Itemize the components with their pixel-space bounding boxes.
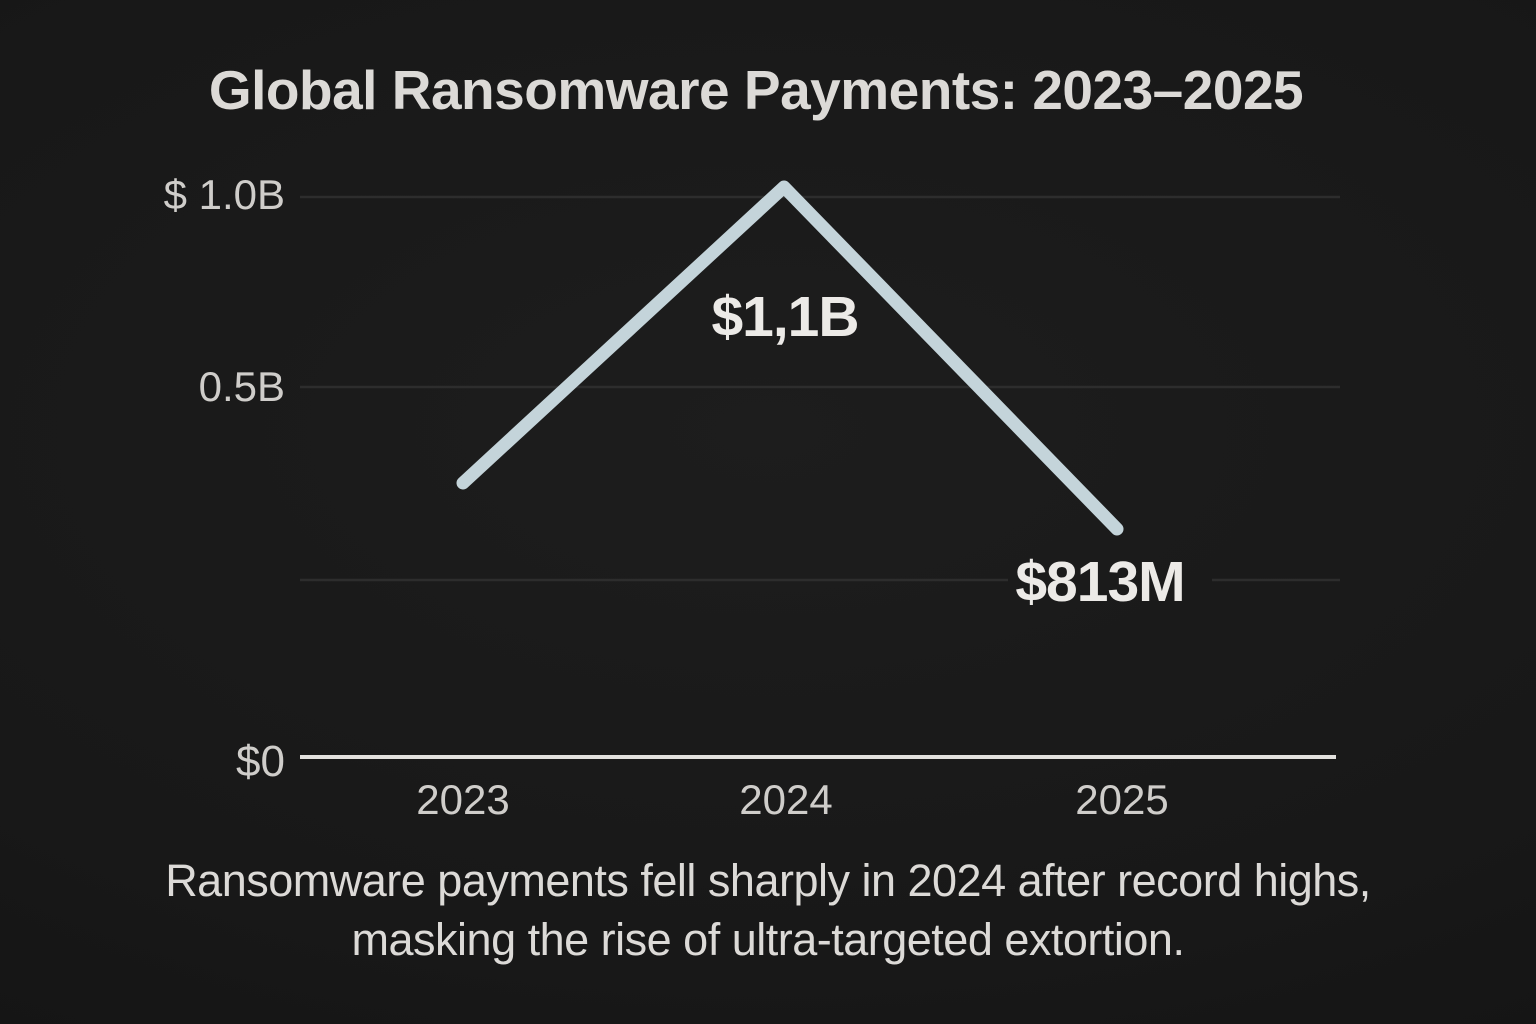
y-tick-label-0: $0 bbox=[236, 737, 285, 786]
data-label-2024-peak: $1,1B bbox=[711, 285, 859, 349]
chart-title: Global Ransomware Payments: 2023–2025 bbox=[208, 59, 1304, 121]
x-tick-label-2024: 2024 bbox=[739, 776, 833, 823]
chart-caption: Ransomware payments fell sharply in 2024… bbox=[0, 851, 1536, 969]
y-tick-label-1b: $ 1.0B bbox=[163, 171, 285, 218]
x-tick-label-2025: 2025 bbox=[1075, 776, 1169, 823]
payments-line bbox=[456, 180, 1124, 536]
x-tick-label-2023: 2023 bbox=[416, 776, 510, 823]
caption-line-2: masking the rise of ultra-targeted extor… bbox=[351, 914, 1185, 965]
data-label-2025: $813M bbox=[1015, 550, 1185, 614]
caption-line-1: Ransomware payments fell sharply in 2024… bbox=[165, 855, 1371, 906]
y-tick-label-05b: 0.5B bbox=[198, 363, 285, 410]
